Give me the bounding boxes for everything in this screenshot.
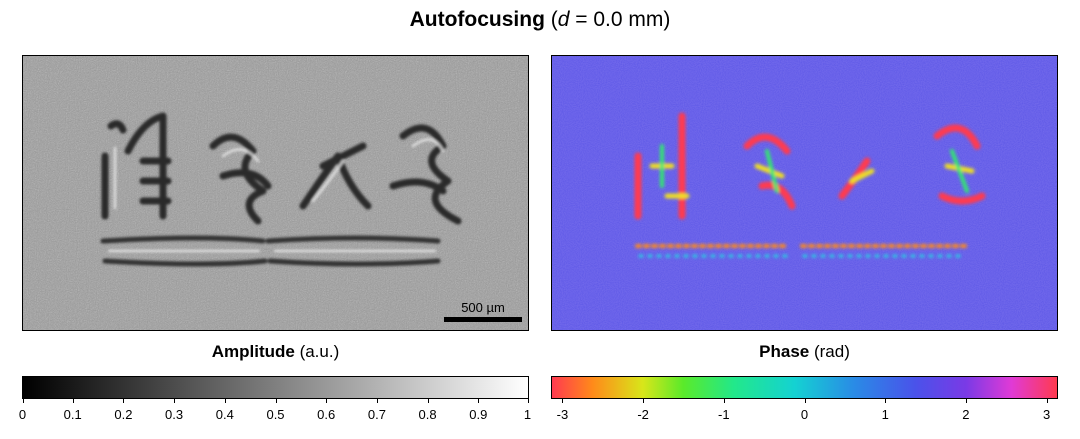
phase-tick-mark bbox=[804, 399, 806, 403]
amplitude-tick-mark bbox=[123, 399, 125, 403]
amplitude-image: 500 µm bbox=[22, 55, 529, 331]
title-main: Autofocusing bbox=[409, 8, 545, 31]
amplitude-tick-label: 0.5 bbox=[266, 407, 285, 422]
amplitude-tick-mark bbox=[174, 399, 176, 403]
amplitude-tick-label: 0.6 bbox=[317, 407, 336, 422]
amplitude-tick-label: 0 bbox=[18, 407, 27, 422]
phase-tick-label: 2 bbox=[962, 407, 970, 422]
amplitude-tick-mark bbox=[224, 399, 226, 403]
phase-colorbar bbox=[551, 376, 1058, 399]
phase-tick-mark bbox=[643, 399, 645, 403]
amplitude-tick-label: 0.3 bbox=[165, 407, 184, 422]
phase-tick-label: 1 bbox=[881, 407, 889, 422]
title-variable: d bbox=[557, 8, 570, 31]
amplitude-tick-label: 1 bbox=[523, 407, 532, 422]
amplitude-tick-label: 0.4 bbox=[215, 407, 234, 422]
phase-tick-label: 0 bbox=[800, 407, 809, 422]
amplitude-tick-label: 0.2 bbox=[114, 407, 133, 422]
amplitude-tick-label: 0.1 bbox=[63, 407, 82, 422]
amplitude-tick-mark bbox=[275, 399, 277, 403]
amplitude-tick-mark bbox=[427, 399, 429, 403]
phase-tick-mark bbox=[562, 399, 564, 403]
phase-colorbar-label: Phase (rad) bbox=[551, 342, 1058, 362]
amplitude-tick-label: 0.7 bbox=[367, 407, 386, 422]
phase-tick-label: -1 bbox=[718, 407, 730, 422]
figure-title: Autofocusing (d = 0.0 mm) bbox=[0, 8, 1080, 32]
scale-bar-label: 500 µm bbox=[461, 300, 505, 315]
amplitude-colorbar-ticks: 0 0.1 0.2 0.3 0.4 0.5 0.6 0.7 0.8 0.9 1 bbox=[18, 399, 532, 433]
amplitude-tick-mark bbox=[72, 399, 74, 403]
amplitude-label-bold: Amplitude bbox=[211, 342, 295, 361]
phase-tick-label: -2 bbox=[637, 407, 649, 422]
amplitude-tick-label: 0.9 bbox=[469, 407, 488, 422]
amplitude-image-canvas bbox=[23, 56, 528, 330]
scale-bar: 500 µm bbox=[444, 300, 522, 322]
amplitude-colorbar bbox=[22, 376, 529, 399]
amplitude-colorbar-label: Amplitude (a.u.) bbox=[22, 342, 529, 362]
amplitude-tick-mark bbox=[22, 399, 24, 403]
amplitude-label-unit: (a.u.) bbox=[294, 342, 340, 361]
amplitude-tick-mark bbox=[326, 399, 328, 403]
phase-image bbox=[551, 55, 1058, 331]
phase-label-unit: (rad) bbox=[809, 342, 850, 361]
amplitude-tick-label: 0.8 bbox=[418, 407, 437, 422]
title-open: ( bbox=[544, 8, 558, 31]
amplitude-tick-mark bbox=[478, 399, 480, 403]
phase-tick-mark bbox=[1046, 399, 1048, 403]
phase-tick-mark bbox=[965, 399, 967, 403]
phase-tick-mark bbox=[885, 399, 887, 403]
phase-colorbar-ticks: -3 -2 -1 0 1 2 3 bbox=[551, 399, 1058, 433]
scale-bar-line bbox=[444, 317, 522, 322]
amplitude-tick-mark bbox=[527, 399, 529, 403]
phase-tick-label: 3 bbox=[1042, 407, 1051, 422]
phase-label-bold: Phase bbox=[759, 342, 810, 361]
phase-tick-label: -3 bbox=[556, 407, 569, 422]
phase-image-canvas bbox=[552, 56, 1057, 330]
amplitude-tick-mark bbox=[376, 399, 378, 403]
phase-tick-mark bbox=[723, 399, 725, 403]
title-rest: = 0.0 mm) bbox=[569, 8, 671, 31]
